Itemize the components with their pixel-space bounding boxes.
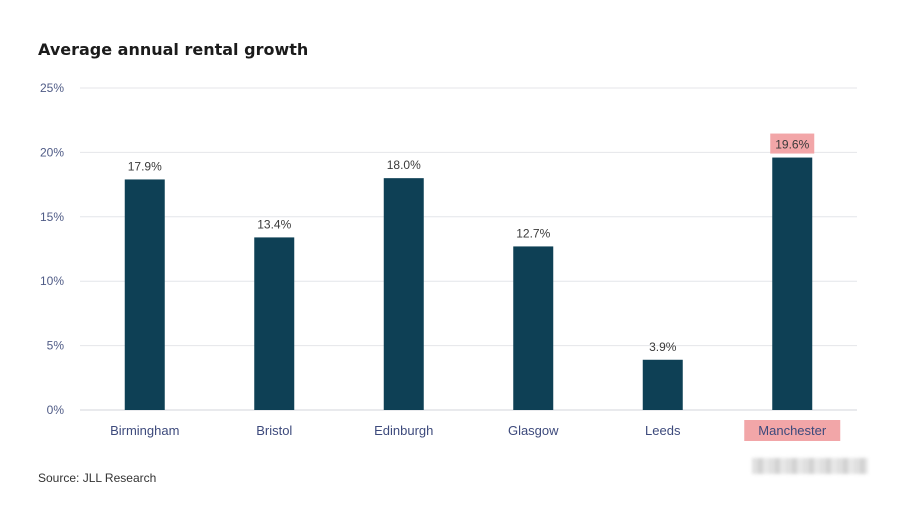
y-tick-label: 25% xyxy=(40,81,64,95)
category-label: Birmingham xyxy=(110,423,179,438)
category-label: Edinburgh xyxy=(374,423,433,438)
category-labels: Birmingham Bristol Edinburgh Glasgow Leeds Ma… xyxy=(110,420,841,441)
source-note: Source: JLL Research xyxy=(38,471,157,485)
y-tick-label: 20% xyxy=(40,145,64,159)
bar-birmingham xyxy=(124,179,165,410)
bar-glasgow xyxy=(513,246,554,410)
value-labels: 17.9% 13.4% 18.0% 12.7% 3.9% 19.6% xyxy=(128,133,815,354)
value-label: 18.0% xyxy=(387,158,421,172)
value-label: 13.4% xyxy=(257,217,291,231)
gridlines xyxy=(80,87,857,411)
bar-manchester xyxy=(772,157,813,410)
value-label: 12.7% xyxy=(516,226,550,240)
category-label-highlight xyxy=(744,420,841,441)
bar-bristol xyxy=(254,237,295,410)
blurred-watermark xyxy=(752,458,868,474)
chart-title: Average annual rental growth xyxy=(38,40,309,59)
category-label: Bristol xyxy=(256,423,292,438)
value-label: 3.9% xyxy=(649,340,677,354)
y-tick-label: 10% xyxy=(40,274,64,288)
category-label: Leeds xyxy=(645,423,681,438)
y-axis-tick-labels: 0% 5% 10% 15% 20% 25% xyxy=(40,81,64,417)
y-tick-label: 15% xyxy=(40,210,64,224)
bar-leeds xyxy=(642,359,683,410)
y-tick-label: 5% xyxy=(47,339,65,353)
bars xyxy=(124,157,813,410)
category-label: Manchester xyxy=(758,423,827,438)
value-label-highlight xyxy=(770,133,815,154)
value-label: 19.6% xyxy=(775,138,809,152)
category-label: Glasgow xyxy=(508,423,559,438)
bar-edinburgh xyxy=(383,178,424,410)
value-label: 17.9% xyxy=(128,159,162,173)
y-tick-label: 0% xyxy=(47,403,65,417)
